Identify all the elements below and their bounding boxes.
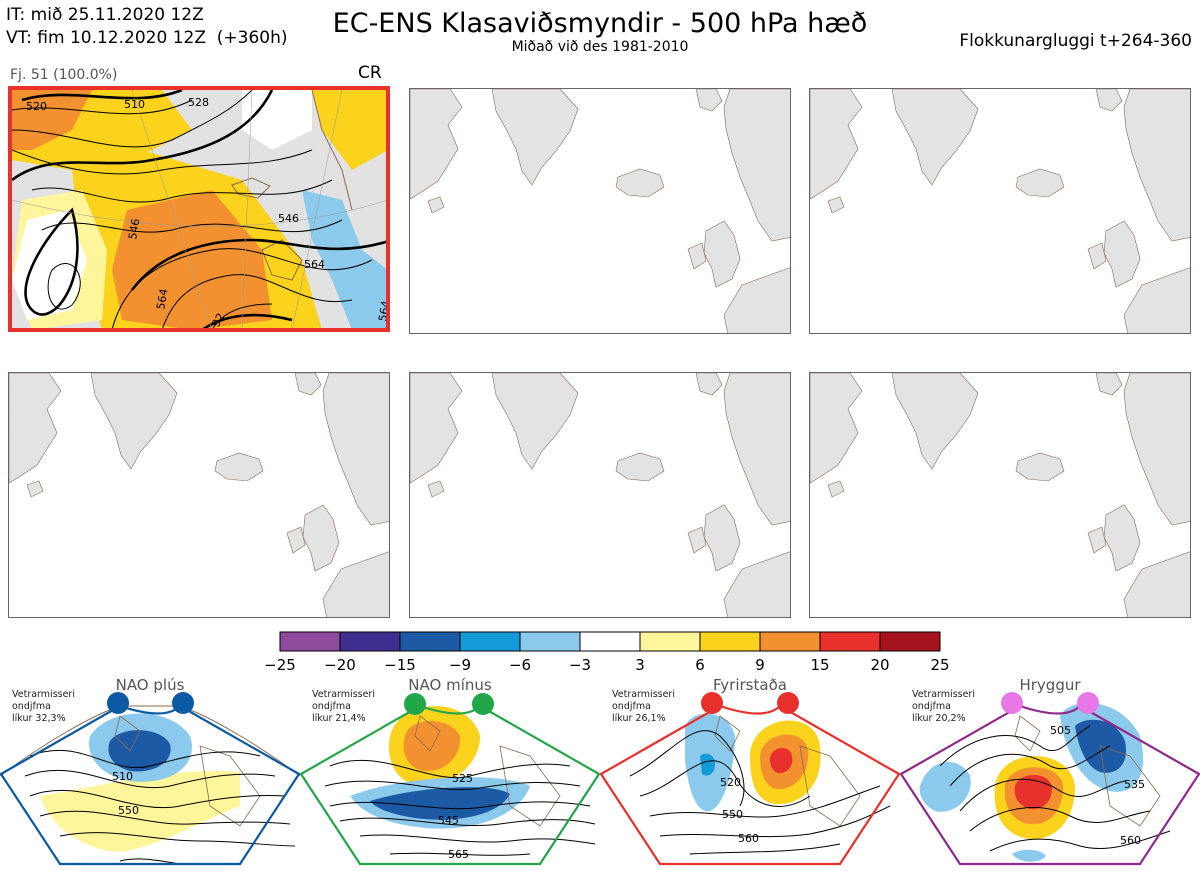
- colorbar-tick-label: 9: [755, 656, 765, 674]
- regime-name: NAO mínus: [408, 676, 492, 694]
- contour-label: 535: [1124, 778, 1145, 791]
- anomaly-colorbar: −25 −20 −15 −9 −6 −3 3 6 9 15 20 25: [264, 631, 950, 674]
- colorbar-tick-label: −3: [569, 656, 591, 674]
- basemap: [9, 373, 389, 617]
- contour-labels: 520 510 528 546 546 564 564 564 92: [26, 96, 388, 330]
- colorbar-swatch: [759, 631, 821, 652]
- member-count: Fj. 51 (100.0%): [10, 67, 118, 83]
- page-title: EC-ENS Klasaviðsmyndir - 500 hPa hæð: [332, 8, 868, 39]
- colorbar-tick-label: −6: [509, 656, 531, 674]
- contour-label: 505: [1050, 724, 1071, 737]
- regime-name: Fyrirstaða: [713, 676, 787, 694]
- colorbar-swatch: [459, 631, 521, 652]
- colorbar-swatch: [699, 631, 761, 652]
- header-times: IT: mið 25.11.2020 12Z VT: fim 10.12.2020…: [6, 4, 288, 50]
- colorbar-tick-label: 15: [810, 656, 829, 674]
- contour-label: 546: [278, 212, 299, 225]
- regime-nao-plus[interactable]: 510 550 NAO plús Vetrarmisseri ondjfma l…: [0, 676, 300, 871]
- contour-label: 565: [448, 848, 469, 861]
- map-panel-4[interactable]: [8, 372, 390, 618]
- contour-label: 510: [124, 98, 145, 111]
- classification-window: Flokkunargluggi t+264-360: [959, 31, 1192, 51]
- map-panel-6[interactable]: [809, 372, 1191, 618]
- colorbar-swatch: [339, 631, 401, 652]
- issue-time: IT: mið 25.11.2020 12Z: [6, 5, 204, 25]
- regime-map: 510 550: [0, 692, 300, 866]
- contour-label: 550: [118, 804, 139, 817]
- regime-name: Hryggur: [1019, 676, 1081, 694]
- colorbar-tick-label: 3: [635, 656, 645, 674]
- colorbar-tick-label: −15: [384, 656, 416, 674]
- contour-label: 550: [722, 808, 743, 821]
- map-panel-2[interactable]: [409, 88, 791, 334]
- height-anomaly-map: 520 510 528 546 546 564 564 564 92: [12, 90, 388, 330]
- colorbar-tick-label: −20: [324, 656, 356, 674]
- contour-label: 520: [26, 100, 47, 113]
- regime-note: Vetrarmisseri ondjfma líkur 26,1%: [612, 689, 675, 724]
- contour-label: 560: [1120, 834, 1141, 847]
- regime-nao-minus[interactable]: 525 545 565 NAO mínus Vetrarmisseri ondj…: [300, 676, 600, 871]
- map-panel-3[interactable]: [809, 88, 1191, 334]
- colorbar-swatch: [879, 631, 941, 652]
- contour-label: 528: [188, 96, 209, 109]
- colorbar-tick-label: 20: [870, 656, 889, 674]
- contour-label: 564: [154, 288, 170, 311]
- contour-label: 520: [720, 776, 741, 789]
- contour-label: 564: [376, 300, 388, 323]
- regime-note: Vetrarmisseri ondjfma líkur 32,3%: [12, 689, 75, 724]
- colorbar-swatch: [519, 631, 581, 652]
- map-panel-5[interactable]: [409, 372, 791, 618]
- basemap: [410, 89, 790, 333]
- basemap: [810, 373, 1190, 617]
- contour-label: 564: [304, 258, 325, 271]
- contour-label: 546: [126, 218, 142, 241]
- colorbar-swatch: [819, 631, 881, 652]
- regime-map: 505 535 560: [900, 692, 1200, 866]
- colorbar-swatch: [579, 631, 641, 652]
- basemap: [410, 373, 790, 617]
- contour-label: 560: [738, 832, 759, 845]
- regime-name: NAO plús: [115, 676, 185, 694]
- colorbar-swatch: [279, 631, 341, 652]
- regime-note: Vetrarmisseri ondjfma líkur 21,4%: [312, 689, 375, 724]
- contour-label: 545: [438, 814, 459, 827]
- colorbar-swatch: [399, 631, 461, 652]
- regime-ridge[interactable]: 505 535 560 Hryggur Vetrarmisseri ondjfm…: [900, 676, 1200, 871]
- colorbar-tick-label: 6: [695, 656, 705, 674]
- colorbar-tick-label: −9: [449, 656, 471, 674]
- contour-label: 92: [209, 311, 227, 330]
- regime-code: CR: [358, 63, 382, 83]
- colorbar-tick-label: 25: [930, 656, 949, 674]
- basemap: [810, 89, 1190, 333]
- page-subtitle: Miðað við des 1981-2010: [511, 39, 689, 55]
- colorbar-swatch: [639, 631, 701, 652]
- colorbar-tick-label: −25: [264, 656, 296, 674]
- regime-map: 525 545 565: [300, 693, 600, 866]
- regime-note: Vetrarmisseri ondjfma líkur 20,2%: [912, 689, 975, 724]
- contour-label: 510: [112, 770, 133, 783]
- map-panel-1[interactable]: 520 510 528 546 546 564 564 564 92: [8, 86, 390, 332]
- regime-blocking[interactable]: 520 550 560 Fyrirstaða Vetrarmisseri ond…: [600, 676, 900, 871]
- contour-label: 525: [452, 772, 473, 785]
- regime-map: 520 550 560: [600, 692, 900, 866]
- valid-time: VT: fim 10.12.2020 12Z (+360h): [6, 28, 288, 48]
